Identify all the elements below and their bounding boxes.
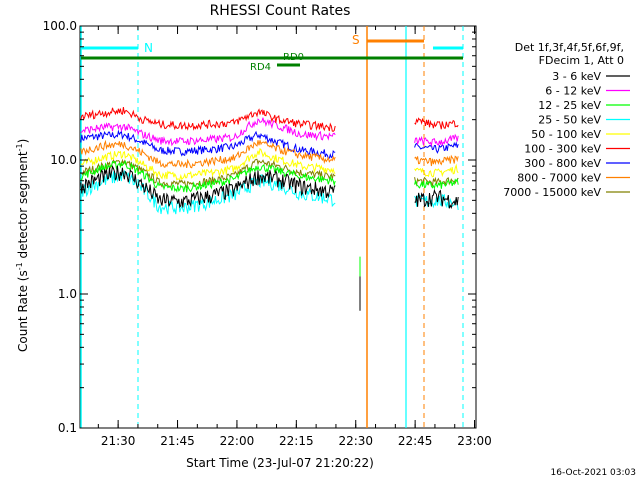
- series-line-after-gap-6: [414, 141, 459, 154]
- series-line-after-gap-4: [414, 163, 459, 178]
- series-line-4: [80, 147, 336, 181]
- chart-title: RHESSI Count Rates: [210, 3, 351, 19]
- legend-entry-label: 7000 - 15000 keV: [503, 186, 601, 199]
- y-axis: 100.0 10.0 1.0 0.1: [43, 19, 476, 435]
- legend-entry-label: 12 - 25 keV: [538, 99, 601, 112]
- x-axis-label: Start Time (23-Jul-07 21:20:22): [186, 456, 374, 470]
- y-tick-label: 1.0: [58, 287, 77, 301]
- legend-header-line: FDecim 1, Att 0: [539, 54, 624, 67]
- annotations-layer: N S RD0 RD4: [80, 26, 464, 428]
- series-line-after-gap-1: [414, 133, 459, 148]
- x-tick-label: 21:45: [160, 434, 195, 448]
- series-line-5: [80, 107, 336, 132]
- series-line-after-gap-2: [414, 178, 459, 190]
- x-tick-label: 23:00: [457, 434, 492, 448]
- legend-entry-label: 6 - 12 keV: [545, 85, 601, 98]
- series-line-6: [80, 129, 336, 159]
- legend-entry-label: 3 - 6 keV: [552, 70, 601, 83]
- x-tick-label: 22:15: [279, 434, 314, 448]
- legend-entry-label: 100 - 300 keV: [524, 143, 601, 156]
- series-line-after-gap-7: [414, 154, 459, 167]
- series-line-7: [80, 139, 336, 169]
- x-tick-label: 21:30: [101, 434, 136, 448]
- x-axis: 21:30 21:45 22:00 22:15 22:30 22:45 23:00: [97, 26, 492, 448]
- series-line-2: [80, 159, 336, 193]
- night-label: N: [144, 41, 153, 55]
- legend-entry-label: 800 - 7000 keV: [517, 172, 601, 185]
- legend-entry-label: 300 - 800 keV: [524, 157, 601, 170]
- series-line-0: [80, 165, 336, 209]
- rd0-label: RD0: [283, 52, 304, 63]
- saa-label: S: [352, 33, 360, 47]
- legend-entry-label: 50 - 100 keV: [531, 128, 601, 141]
- series-line-after-gap-0: [414, 188, 459, 209]
- y-axis-label: Count Rate (s-1 detector segment-1): [15, 139, 30, 352]
- y-axis-label-exp1: -1: [15, 262, 24, 270]
- x-tick-label: 22:00: [220, 434, 255, 448]
- y-axis-label-mid: detector segment: [16, 151, 30, 262]
- rd4-label: RD4: [250, 62, 271, 73]
- series-line-1: [80, 117, 336, 147]
- series-line-after-gap-8: [414, 176, 459, 187]
- plot-frame: [79, 25, 477, 429]
- legend-header-line: Det 1f,3f,4f,5f,6f,9f,: [515, 41, 624, 54]
- x-tick-label: 22:45: [398, 434, 433, 448]
- x-tick-label: 22:30: [338, 434, 373, 448]
- series-layer: [80, 107, 459, 311]
- y-axis-label-exp2: -1: [15, 143, 24, 151]
- footer-timestamp: 16-Oct-2021 03:03: [551, 468, 636, 478]
- legend: Det 1f,3f,4f,5f,6f,9f,FDecim 1, Att 0 3 -…: [503, 41, 630, 199]
- series-line-after-gap-5: [414, 117, 459, 130]
- y-tick-label: 10.0: [50, 153, 77, 167]
- y-tick-label: 100.0: [43, 19, 77, 33]
- y-tick-label: 0.1: [58, 421, 77, 435]
- legend-entry-label: 25 - 50 keV: [538, 114, 601, 127]
- y-axis-label-main: Count Rate (s: [16, 270, 30, 352]
- y-axis-label-end: ): [16, 139, 30, 144]
